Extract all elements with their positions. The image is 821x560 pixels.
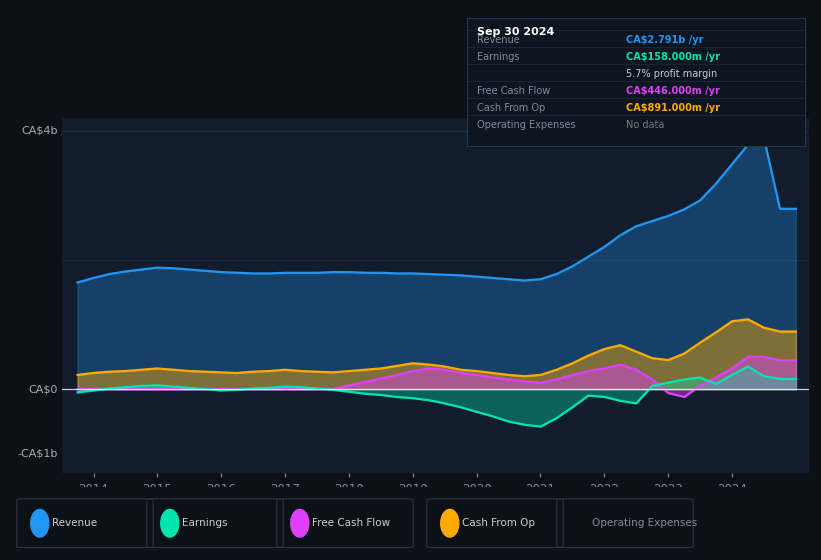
Text: Operating Expenses: Operating Expenses [477, 120, 576, 130]
Text: Free Cash Flow: Free Cash Flow [312, 518, 390, 528]
Text: Free Cash Flow: Free Cash Flow [477, 86, 550, 96]
Text: Sep 30 2024: Sep 30 2024 [477, 27, 554, 37]
Text: Operating Expenses: Operating Expenses [592, 518, 697, 528]
Ellipse shape [291, 510, 309, 537]
Ellipse shape [30, 510, 48, 537]
Text: CA$446.000m /yr: CA$446.000m /yr [626, 86, 720, 96]
Ellipse shape [161, 510, 179, 537]
Ellipse shape [441, 510, 459, 537]
Text: CA$0: CA$0 [28, 384, 57, 394]
Text: CA$4b: CA$4b [21, 125, 57, 136]
Text: CA$158.000m /yr: CA$158.000m /yr [626, 52, 720, 62]
Text: Earnings: Earnings [477, 52, 520, 62]
Text: Cash From Op: Cash From Op [462, 518, 535, 528]
Text: Revenue: Revenue [52, 518, 97, 528]
Text: 5.7% profit margin: 5.7% profit margin [626, 69, 717, 79]
Text: Earnings: Earnings [182, 518, 227, 528]
Text: CA$891.000m /yr: CA$891.000m /yr [626, 103, 720, 113]
Text: -CA$1b: -CA$1b [17, 449, 57, 459]
Text: No data: No data [626, 120, 664, 130]
Text: Cash From Op: Cash From Op [477, 103, 545, 113]
Text: CA$2.791b /yr: CA$2.791b /yr [626, 35, 704, 45]
Text: Revenue: Revenue [477, 35, 520, 45]
